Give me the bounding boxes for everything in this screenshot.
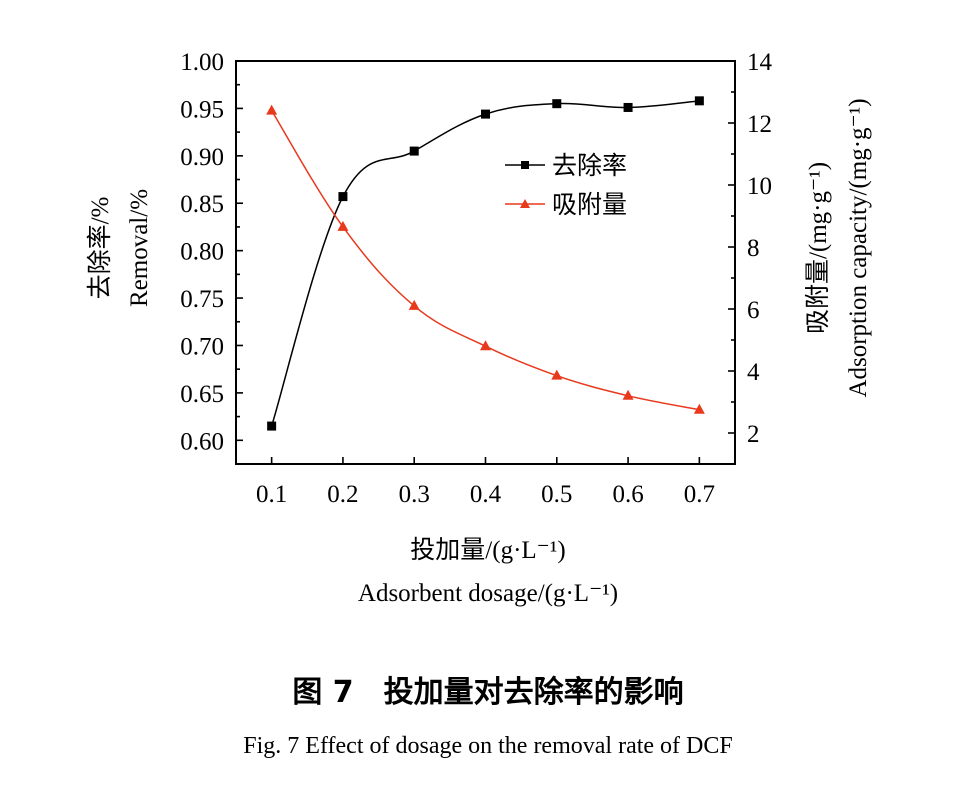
right-y-tick-label: 6 [747, 297, 760, 324]
series-line-capacity [271, 110, 700, 411]
plot-frame [235, 60, 736, 465]
right-y-axis-title-cn: 吸附量/(mg·g⁻¹) [804, 162, 832, 334]
right-y-tick-label: 10 [747, 173, 772, 200]
right-y-tick-label: 2 [747, 421, 760, 448]
left-y-axis-ticks: 0.60 0.65 0.70 0.75 0.80 0.85 0.90 0.95 1.00 [180, 49, 243, 455]
x-tick-label: 0.3 [399, 481, 430, 508]
left-y-tick-label: 0.80 [180, 239, 224, 266]
left-y-tick-label: 0.95 [180, 96, 224, 123]
x-tick-label: 0.1 [256, 481, 287, 508]
right-y-axis-title-en: Adsorption capacity/(mg·g⁻¹) [845, 98, 872, 397]
right-y-tick-label: 4 [747, 359, 760, 386]
x-tick-label: 0.4 [470, 481, 502, 508]
data-point-removal [481, 109, 490, 119]
x-tick-label: 0.7 [684, 481, 715, 508]
right-y-tick-label: 12 [747, 111, 772, 138]
data-point-capacity [551, 369, 563, 380]
series-line-removal [270, 100, 700, 427]
left-y-axis-title-en: Removal/% [126, 189, 153, 307]
left-y-tick-label: 0.75 [180, 286, 224, 313]
data-point-capacity [408, 299, 420, 310]
series-layer [266, 96, 705, 431]
left-y-tick-label: 0.85 [180, 191, 224, 218]
x-axis-title-en: Adsorbent dosage/(g·L⁻¹) [358, 580, 618, 607]
x-tick-label: 0.2 [327, 481, 358, 508]
left-y-tick-label: 0.70 [180, 333, 224, 360]
left-y-tick-label: 0.65 [180, 381, 224, 408]
data-point-removal [623, 102, 633, 112]
right-y-tick-label: 8 [747, 235, 760, 262]
left-y-tick-label: 1.00 [180, 49, 224, 76]
legend-label-capacity: 吸附量 [552, 191, 627, 219]
x-axis-title-cn: 投加量/(g·L⁻¹) [410, 536, 565, 564]
right-y-tick-label: 14 [747, 49, 773, 76]
data-point-capacity [337, 220, 349, 231]
data-point-capacity [622, 389, 634, 400]
left-y-tick-label: 0.90 [180, 144, 224, 171]
data-point-removal [409, 146, 419, 156]
right-y-axis-ticks: 2 4 6 8 10 12 14 [728, 49, 773, 448]
data-point-capacity [266, 104, 278, 115]
legend: 去除率 吸附量 [505, 152, 627, 219]
legend-label-removal: 去除率 [552, 152, 627, 180]
data-point-capacity [693, 403, 705, 414]
x-tick-label: 0.6 [612, 481, 643, 508]
data-point-removal [338, 192, 348, 202]
x-tick-label: 0.5 [541, 481, 572, 508]
data-point-removal [552, 99, 562, 109]
x-axis-ticks: 0.1 0.2 0.3 0.4 0.5 0.6 0.7 [256, 457, 715, 508]
left-y-tick-label: 0.60 [180, 428, 224, 455]
figure-caption-cn: 图 7 投加量对去除率的影响 [292, 675, 683, 710]
data-point-capacity [480, 340, 491, 351]
data-point-removal [694, 96, 704, 106]
left-y-axis-title-cn: 去除率/% [86, 197, 114, 300]
legend-marker-square [521, 161, 529, 169]
legend-marker-triangle [520, 199, 530, 208]
figure-caption-en: Fig. 7 Effect of dosage on the removal r… [243, 733, 732, 759]
data-point-removal [267, 421, 277, 431]
